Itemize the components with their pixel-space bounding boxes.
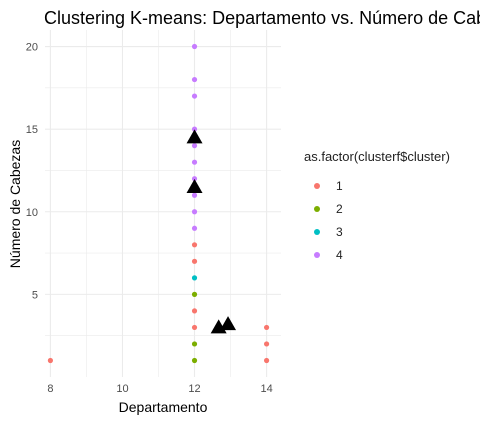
data-point-cluster-4 <box>191 225 198 231</box>
legend-item-3: 3 <box>304 220 450 243</box>
legend-item-1: 1 <box>304 174 450 197</box>
legend-label: 3 <box>336 224 343 239</box>
data-point-cluster-4 <box>191 176 198 182</box>
legend-label: 2 <box>336 201 343 216</box>
legend-color-dot-icon <box>314 228 320 235</box>
data-point-cluster-4 <box>191 76 198 83</box>
y-axis-label: Número de Cabezas <box>7 140 23 268</box>
centroid-triangle <box>220 316 237 331</box>
data-point-cluster-4 <box>191 159 198 165</box>
data-point-cluster-1 <box>191 324 198 331</box>
y-tick-label: 20 <box>26 42 38 54</box>
data-point-cluster-4 <box>191 126 198 132</box>
legend-label: 4 <box>336 247 343 262</box>
x-tick-label: 8 <box>47 383 53 395</box>
legend-item-2: 2 <box>304 197 450 220</box>
legend-items: 1 2 3 4 <box>304 174 450 266</box>
data-point-cluster-4 <box>191 192 198 198</box>
legend-color-dot-icon <box>314 205 320 212</box>
data-point-cluster-1 <box>263 357 270 364</box>
chart-title: Clustering K-means: Departamento vs. Núm… <box>44 8 480 28</box>
legend: as.factor(clusterf$cluster) 1 2 3 4 <box>304 149 450 266</box>
data-point-cluster-1 <box>263 324 270 331</box>
data-point-cluster-1 <box>191 308 198 314</box>
centroid-triangle <box>186 178 203 193</box>
data-point-cluster-4 <box>191 43 198 50</box>
legend-color-dot-icon <box>314 251 320 258</box>
x-tick-label: 12 <box>188 383 200 395</box>
data-point-cluster-3 <box>191 275 198 281</box>
data-point-cluster-1 <box>191 258 198 264</box>
legend-item-4: 4 <box>304 243 450 266</box>
data-point-cluster-4 <box>191 93 198 99</box>
data-point-cluster-2 <box>191 357 198 364</box>
axis-tick-labels: 8 10 12 14 5 10 15 20 <box>26 42 273 395</box>
centroid-markers <box>186 129 237 334</box>
data-point-cluster-2 <box>191 341 198 347</box>
x-tick-label: 10 <box>116 383 128 395</box>
y-tick-label: 15 <box>26 124 38 136</box>
centroid-triangle <box>186 129 203 144</box>
y-tick-label: 10 <box>26 207 38 219</box>
data-point-cluster-1 <box>263 341 270 347</box>
legend-title: as.factor(clusterf$cluster) <box>304 149 450 164</box>
legend-color-dot-icon <box>314 182 320 189</box>
data-point-cluster-1 <box>47 357 54 364</box>
y-tick-label: 5 <box>32 289 38 301</box>
data-point-cluster-4 <box>191 143 198 149</box>
plot-grid <box>45 30 281 377</box>
x-axis-label: Departamento <box>119 399 208 415</box>
data-point-cluster-4 <box>191 209 198 215</box>
data-points <box>47 43 270 364</box>
x-tick-label: 14 <box>260 383 272 395</box>
data-point-cluster-2 <box>191 291 198 297</box>
data-point-cluster-1 <box>191 242 198 248</box>
legend-label: 1 <box>336 178 343 193</box>
